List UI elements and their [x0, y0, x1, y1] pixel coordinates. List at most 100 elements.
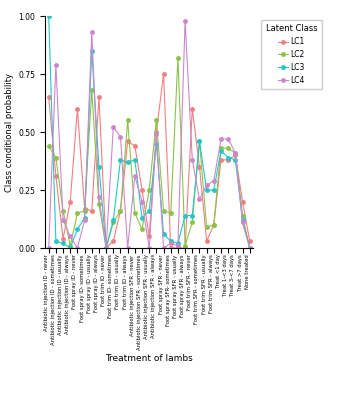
LC3 [90, 48, 94, 53]
LC4 [169, 241, 173, 246]
LC1 [68, 199, 72, 204]
LC3 [190, 213, 194, 218]
LC3 [212, 188, 216, 192]
LC3 [140, 216, 144, 220]
LC4 [68, 234, 72, 239]
LC1 [169, 246, 173, 250]
LC2 [183, 243, 187, 248]
LC1 [118, 208, 122, 213]
LC1 [205, 239, 209, 244]
LC1 [54, 174, 58, 178]
Line: LC2: LC2 [47, 56, 252, 250]
LC4 [190, 158, 194, 162]
LC2 [104, 246, 108, 250]
LC1 [97, 95, 101, 100]
LC3 [104, 246, 108, 250]
LC3 [126, 160, 130, 164]
LC4 [205, 183, 209, 188]
LC4 [219, 136, 223, 141]
LC2 [240, 213, 245, 218]
Line: LC1: LC1 [47, 72, 252, 250]
LC2 [118, 208, 122, 213]
LC2 [97, 202, 101, 206]
LC4 [248, 246, 252, 250]
LC1 [104, 246, 108, 250]
LC4 [90, 30, 94, 35]
LC3 [97, 164, 101, 169]
LC4 [233, 150, 237, 155]
LC4 [97, 194, 101, 199]
LC3 [161, 232, 166, 236]
LC3 [183, 213, 187, 218]
LC4 [140, 199, 144, 204]
LC1 [133, 144, 137, 148]
LC3 [133, 158, 137, 162]
LC2 [233, 150, 237, 155]
LC4 [147, 246, 151, 250]
LC3 [240, 218, 245, 222]
LC1 [75, 106, 79, 111]
LC3 [248, 246, 252, 250]
LC4 [154, 132, 159, 137]
LC1 [190, 106, 194, 111]
LC2 [75, 211, 79, 216]
LC2 [248, 246, 252, 250]
LC3 [75, 227, 79, 232]
LC2 [197, 139, 202, 144]
LC2 [111, 220, 116, 225]
LC1 [240, 199, 245, 204]
LC2 [147, 188, 151, 192]
LC3 [68, 246, 72, 250]
LC4 [126, 246, 130, 250]
X-axis label: Treatment of lambs: Treatment of lambs [105, 354, 193, 363]
Y-axis label: Class conditional probability: Class conditional probability [5, 72, 14, 192]
LC4 [104, 246, 108, 250]
LC1 [147, 234, 151, 239]
LC3 [154, 141, 159, 146]
LC4 [61, 218, 65, 222]
LC4 [226, 136, 230, 141]
Line: LC3: LC3 [47, 14, 252, 250]
LC3 [176, 241, 180, 246]
LC4 [197, 197, 202, 202]
LC2 [90, 88, 94, 93]
LC4 [212, 178, 216, 183]
LC2 [176, 55, 180, 60]
LC4 [176, 243, 180, 248]
LC2 [161, 208, 166, 213]
LC3 [169, 239, 173, 244]
LC1 [248, 239, 252, 244]
LC2 [140, 227, 144, 232]
LC3 [54, 239, 58, 244]
LC1 [61, 236, 65, 241]
LC1 [226, 158, 230, 162]
LC4 [46, 246, 51, 250]
LC3 [83, 216, 87, 220]
LC4 [111, 125, 116, 130]
Line: LC4: LC4 [47, 19, 252, 250]
LC4 [133, 174, 137, 178]
LC3 [46, 14, 51, 18]
LC2 [68, 243, 72, 248]
LC2 [61, 208, 65, 213]
LC1 [233, 153, 237, 158]
LC3 [219, 148, 223, 153]
LC2 [46, 144, 51, 148]
LC3 [233, 158, 237, 162]
LC1 [46, 95, 51, 100]
LC3 [61, 241, 65, 246]
LC4 [75, 246, 79, 250]
LC4 [118, 134, 122, 139]
LC4 [83, 218, 87, 222]
LC1 [161, 72, 166, 76]
LC2 [54, 155, 58, 160]
LC1 [197, 164, 202, 169]
LC3 [205, 188, 209, 192]
LC2 [133, 211, 137, 216]
LC1 [176, 246, 180, 250]
LC1 [183, 246, 187, 250]
LC3 [197, 139, 202, 144]
LC1 [212, 222, 216, 227]
LC3 [111, 218, 116, 222]
LC1 [219, 158, 223, 162]
